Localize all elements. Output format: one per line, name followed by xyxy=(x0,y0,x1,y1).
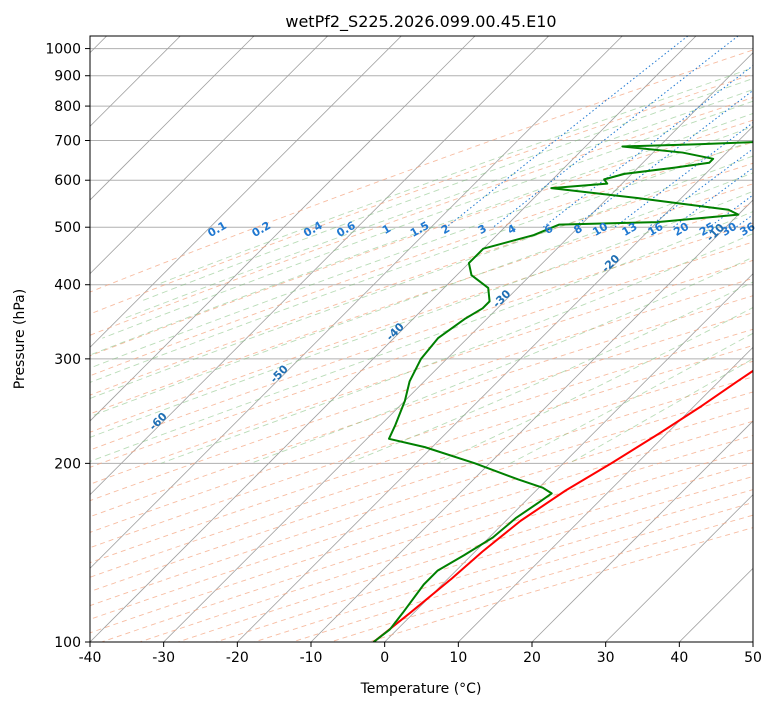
dewpoint-series-line xyxy=(374,49,775,642)
mixing-ratio-line xyxy=(736,36,775,227)
mixing-ratio-label: 0.6 xyxy=(334,219,358,240)
moist-adiabat-line xyxy=(43,36,775,401)
isotherm-line xyxy=(753,36,775,642)
moist-adiabat-line xyxy=(122,36,775,319)
y-tick-label: 1000 xyxy=(45,42,81,58)
y-tick-label: 900 xyxy=(54,69,81,85)
moist-adiabat-line xyxy=(157,36,775,285)
x-tick-label: 30 xyxy=(597,650,615,666)
isotherm-line xyxy=(16,36,622,642)
mixing-ratio-line xyxy=(493,36,738,227)
moist-adiabat-line xyxy=(251,36,775,463)
isotherm-line xyxy=(458,36,775,642)
x-tick-label: 20 xyxy=(523,650,541,666)
dry-adiabat-line xyxy=(178,36,775,642)
isotherm-label: -50 xyxy=(268,362,291,385)
mixing-ratio-label: 0.2 xyxy=(250,219,273,240)
isotherm-line xyxy=(679,36,775,642)
y-tick-label: 400 xyxy=(54,278,81,294)
y-tick-label: 300 xyxy=(54,352,81,368)
isotherm-line xyxy=(311,36,775,642)
x-tick-label: -30 xyxy=(152,650,175,666)
moist-adiabat-line xyxy=(510,36,775,463)
moist-adiabat-line xyxy=(0,36,775,457)
isotherm-line xyxy=(0,36,328,642)
y-tick-label: 600 xyxy=(54,173,81,189)
chart-title: wetPf2_S225.2026.099.00.45.E10 xyxy=(285,12,556,32)
y-tick-label: 100 xyxy=(54,635,81,651)
x-tick-label: -40 xyxy=(79,650,102,666)
isotherm-line xyxy=(237,36,775,642)
x-tick-label: 40 xyxy=(670,650,688,666)
isotherm-label: -40 xyxy=(384,320,407,343)
moist-adiabat-line xyxy=(80,36,775,359)
isotherm-line xyxy=(606,36,775,642)
isotherm-line xyxy=(0,36,475,642)
mixing-ratio-label: 4 xyxy=(505,222,518,237)
moist-adiabat-line xyxy=(68,36,775,377)
mixing-ratio-line xyxy=(709,36,775,227)
x-tick-label: -20 xyxy=(226,650,249,666)
x-axis-title: Temperature (°C) xyxy=(360,681,482,697)
mixing-ratio-line xyxy=(673,36,775,227)
moist-adiabat-line xyxy=(85,36,775,463)
plot-frame xyxy=(90,36,753,642)
isotherm-line xyxy=(0,36,254,642)
mixing-ratio-line xyxy=(543,36,775,227)
isotherm-label: -60 xyxy=(147,410,170,433)
axes: -40 -30 -20 -10 0 10 20 30 40 50 100 200 300 400 500 60… xyxy=(45,42,762,666)
sounding-series xyxy=(374,46,775,642)
y-tick-label: 200 xyxy=(54,456,81,472)
dry-adiabat-line xyxy=(292,36,775,642)
y-tick-label: 700 xyxy=(54,133,81,149)
y-axis-title: Pressure (hPa) xyxy=(12,289,28,389)
x-tick-label: 10 xyxy=(449,650,467,666)
isotherm-line xyxy=(164,36,770,642)
mixing-ratio-label: 0.1 xyxy=(205,219,228,240)
x-tick-label: -10 xyxy=(300,650,323,666)
isotherm-line xyxy=(0,36,401,642)
isotherm-line xyxy=(532,36,775,642)
x-tick-label: 0 xyxy=(380,650,389,666)
y-tick-label: 500 xyxy=(54,220,81,236)
mixing-ratio-label: 36 xyxy=(738,220,758,239)
moist-adiabat-line xyxy=(161,36,775,463)
x-tick-label: 50 xyxy=(744,650,762,666)
y-tick-label: 800 xyxy=(54,99,81,115)
mixing-ratio-label: 3 xyxy=(476,222,489,237)
